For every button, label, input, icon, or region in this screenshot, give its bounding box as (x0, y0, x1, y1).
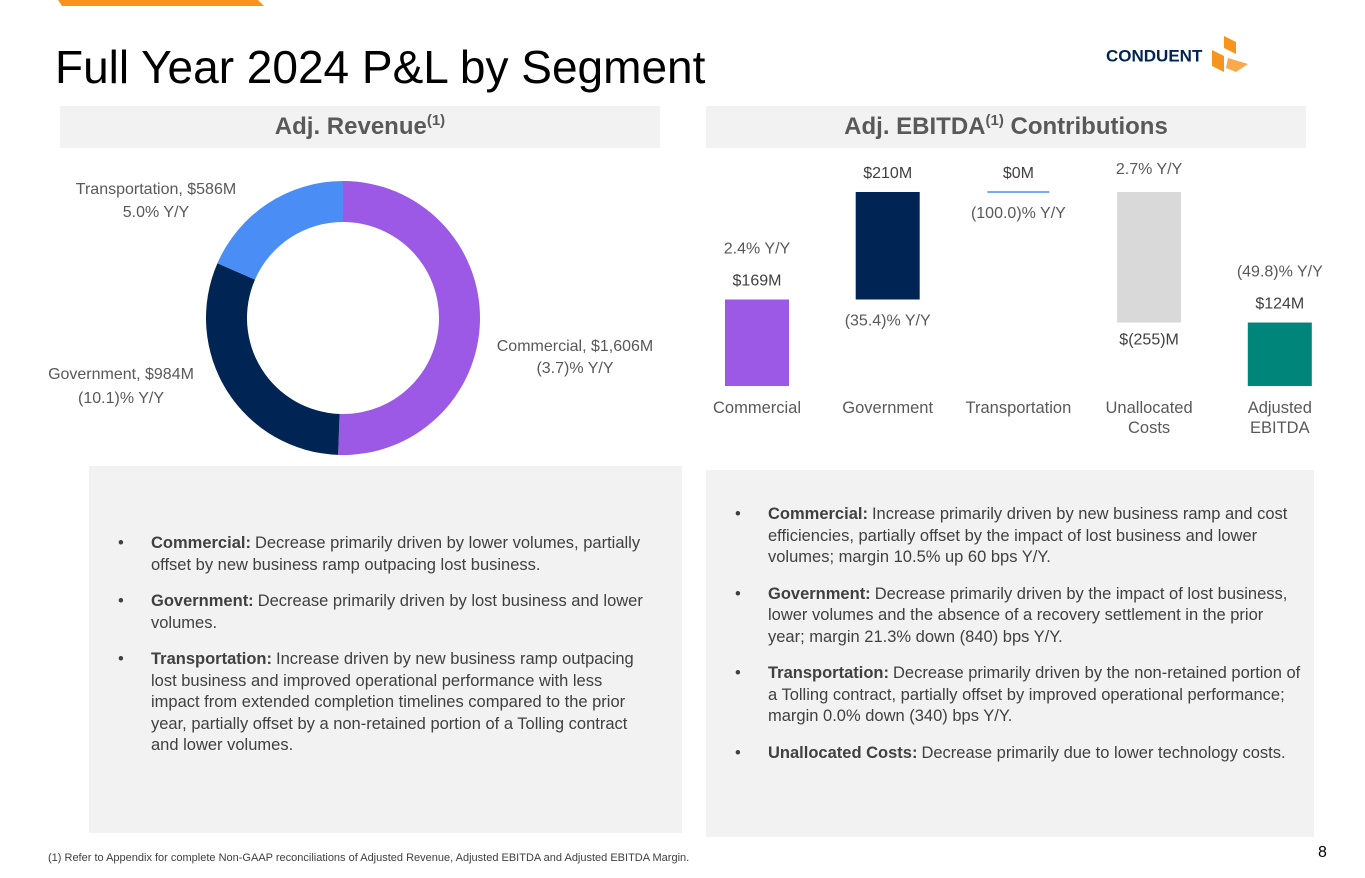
revenue-header: Adj. Revenue(1) (60, 106, 660, 148)
bullet-label: Commercial: (151, 534, 251, 552)
category-label: Unallocated Costs (1105, 399, 1193, 437)
header-note: (1) (985, 112, 1004, 129)
bullet-text: Decrease primarily driven by lost busine… (151, 592, 643, 632)
ebitda-header: Adj. EBITDA(1) Contributions (706, 106, 1306, 148)
bar (725, 299, 789, 386)
value-label: $0M (1003, 165, 1034, 182)
value-label: $210M (863, 165, 912, 182)
header-text: Contributions (1010, 113, 1168, 140)
bar (1117, 192, 1182, 323)
bullet-text: Decrease primarily due to lower technolo… (921, 743, 1286, 762)
bullet: Transportation:Decrease primarily driven… (735, 663, 1302, 728)
footnote: (1) Refer to Appendix for complete Non-G… (48, 852, 689, 864)
bullet-label: Government: (151, 592, 254, 610)
change-label: 2.7% Y/Y (1116, 161, 1183, 178)
header-text: Adj. EBITDA (844, 113, 986, 140)
bullet: Commercial:Decrease primarily driven by … (118, 533, 654, 576)
segment-label: Transportation, $586M (76, 181, 236, 198)
bullet: Commercial:Increase primarily driven by … (735, 504, 1302, 569)
donut-segment (217, 181, 343, 280)
bullet-label: Transportation: (151, 650, 273, 668)
category-label: Transportation (965, 399, 1072, 417)
page-number: 8 (1318, 844, 1327, 861)
category-label: Adjusted EBITDA (1247, 399, 1312, 437)
right-notes: Commercial:Increase primarily driven by … (706, 470, 1314, 837)
bullet: Government:Decrease primarily driven by … (118, 591, 654, 634)
value-label: $169M (733, 273, 782, 290)
segment-label: Government, $984M (48, 366, 194, 383)
bullet: Transportation:Increase driven by new bu… (118, 649, 654, 757)
segment-change: 5.0% Y/Y (123, 204, 190, 221)
bar (1247, 322, 1312, 386)
category-label: Commercial (712, 399, 801, 417)
donut-segment (205, 263, 340, 455)
bar (855, 192, 920, 300)
logo-icon (1212, 36, 1248, 72)
bullet: Government:Decrease primarily driven by … (735, 584, 1302, 649)
header-note: (1) (426, 112, 446, 129)
bullet-label: Government: (768, 584, 871, 603)
bullet-text: Decrease primarily driven by the impact … (768, 584, 1288, 646)
bullet-label: Commercial: (768, 505, 868, 523)
category-label: Government (842, 399, 934, 417)
bullet-text: Decrease primarily driven by lower volum… (151, 534, 641, 574)
accent-bar (58, 0, 264, 6)
header-text: Adj. Revenue (274, 113, 427, 140)
change-label: (49.8)% Y/Y (1237, 264, 1323, 281)
segment-change: (10.1)% Y/Y (78, 390, 164, 407)
bullet-label: Transportation: (768, 664, 890, 682)
value-label: $(255)M (1119, 332, 1179, 349)
slide-title: Full Year 2024 P&L by Segment (55, 41, 706, 93)
value-label: $124M (1255, 296, 1304, 313)
bullet-text: Increase primarily driven by new busines… (768, 505, 1288, 566)
change-label: (35.4)% Y/Y (845, 313, 931, 330)
segment-change: (3.7)% Y/Y (536, 360, 613, 377)
bullet: Unallocated Costs:Decrease primarily due… (735, 743, 1302, 765)
bullet-label: Unallocated Costs: (768, 743, 918, 762)
change-label: 2.4% Y/Y (724, 241, 791, 258)
segment-label: Commercial, $1,606M (497, 338, 654, 355)
bullet-text: Decrease primarily driven by the non-ret… (768, 664, 1301, 725)
donut-segment (338, 181, 480, 455)
change-label: (100.0)% Y/Y (971, 205, 1066, 222)
left-notes: Commercial:Decrease primarily driven by … (89, 466, 682, 833)
logo-text: CONDUENT (1106, 46, 1203, 65)
bullet-text: Increase driven by new business ramp out… (151, 650, 634, 754)
